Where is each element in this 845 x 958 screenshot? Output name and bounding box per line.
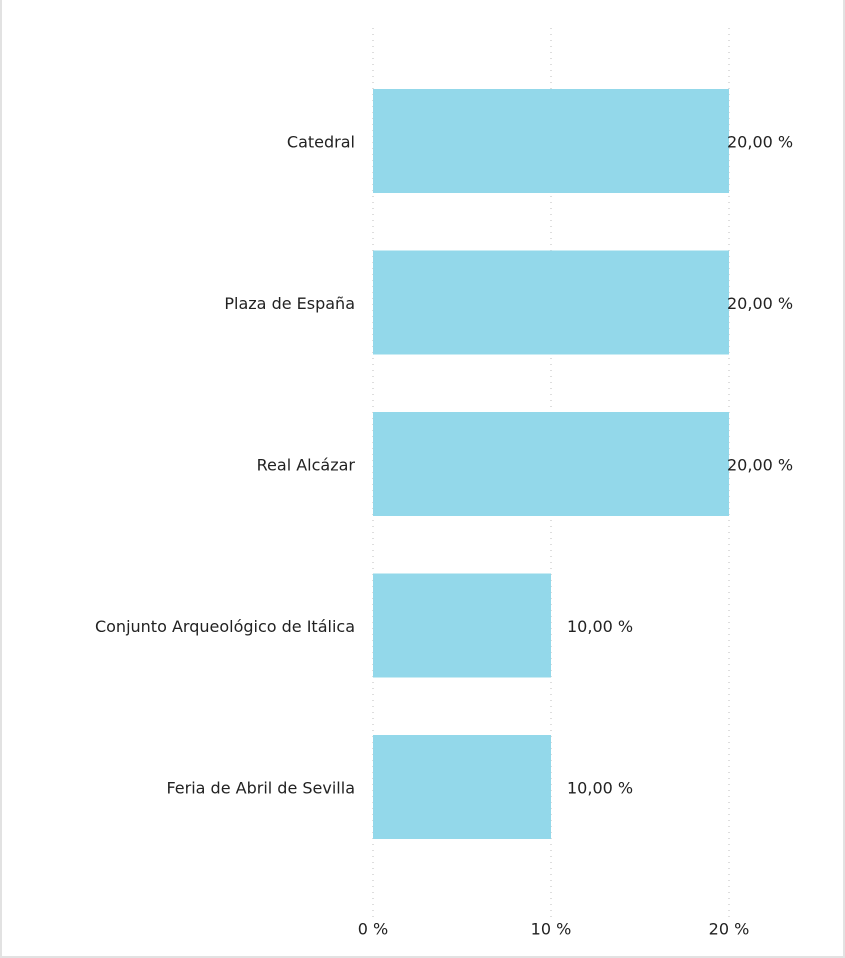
value-label: 20,00 %	[727, 456, 793, 475]
x-tick-label: 10 %	[531, 920, 572, 939]
value-label: 10,00 %	[567, 779, 633, 798]
bar	[373, 735, 551, 839]
y-tick-label: Real Alcázar	[257, 456, 356, 475]
value-label: 20,00 %	[727, 294, 793, 313]
value-label: 10,00 %	[567, 617, 633, 636]
y-tick-label: Conjunto Arqueológico de Itálica	[95, 617, 355, 636]
x-tick-label: 20 %	[709, 920, 750, 939]
value-label: 20,00 %	[727, 133, 793, 152]
y-tick-label: Feria de Abril de Sevilla	[166, 779, 355, 798]
bar	[373, 573, 551, 678]
y-tick-label: Plaza de España	[224, 294, 355, 313]
y-tick-label: Catedral	[287, 133, 355, 152]
x-tick-label: 0 %	[358, 920, 388, 939]
bar	[373, 250, 729, 355]
bar	[373, 412, 729, 516]
bar	[373, 89, 729, 193]
